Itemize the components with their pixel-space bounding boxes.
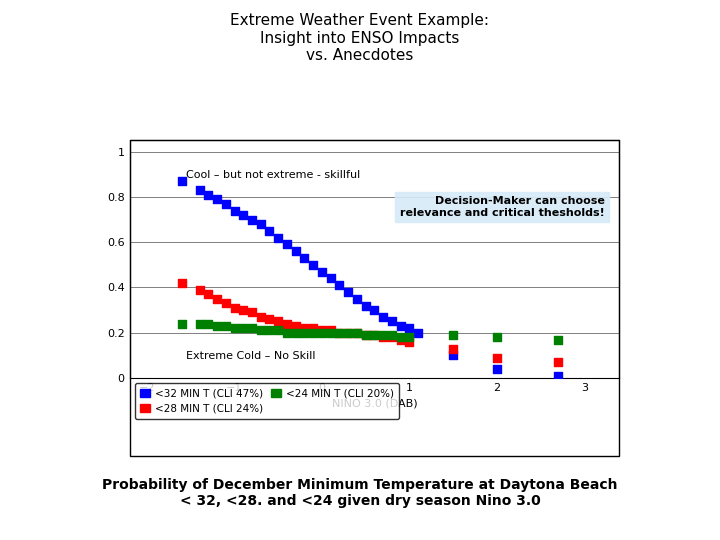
Point bbox=[316, 328, 328, 337]
Point bbox=[377, 330, 389, 339]
Legend: <32 MIN T (CLI 47%), <28 MIN T (CLI 24%), <24 MIN T (CLI 20%): <32 MIN T (CLI 47%), <28 MIN T (CLI 24%)… bbox=[135, 383, 399, 419]
Point bbox=[395, 333, 406, 342]
Point bbox=[272, 326, 284, 335]
Point bbox=[290, 247, 302, 255]
Point bbox=[282, 328, 293, 337]
Point bbox=[351, 328, 363, 337]
Point bbox=[333, 281, 345, 289]
Point bbox=[220, 322, 232, 330]
Point bbox=[404, 324, 415, 333]
Point bbox=[202, 319, 214, 328]
Point bbox=[369, 306, 380, 314]
Point bbox=[377, 313, 389, 321]
Point bbox=[211, 294, 222, 303]
Point bbox=[552, 358, 564, 367]
X-axis label: NINO 3.0 (DAB): NINO 3.0 (DAB) bbox=[332, 399, 417, 408]
Point bbox=[176, 279, 188, 287]
Point bbox=[333, 328, 345, 337]
Point bbox=[360, 330, 372, 339]
Point bbox=[299, 254, 310, 262]
Point bbox=[447, 330, 459, 339]
Point bbox=[386, 330, 397, 339]
Point bbox=[255, 220, 266, 228]
Point bbox=[325, 328, 336, 337]
Point bbox=[282, 240, 293, 249]
Point bbox=[316, 267, 328, 276]
Point bbox=[299, 324, 310, 333]
Point bbox=[194, 319, 205, 328]
Point bbox=[404, 338, 415, 346]
Point bbox=[386, 333, 397, 342]
Point bbox=[229, 206, 240, 215]
Text: Extreme Cold – No Skill: Extreme Cold – No Skill bbox=[186, 351, 316, 361]
Point bbox=[255, 313, 266, 321]
Point bbox=[386, 317, 397, 326]
Point bbox=[360, 330, 372, 339]
Point bbox=[343, 328, 354, 337]
Point bbox=[491, 353, 503, 362]
Point bbox=[307, 328, 319, 337]
Point bbox=[360, 301, 372, 310]
Point bbox=[351, 328, 363, 337]
Point bbox=[333, 328, 345, 337]
Point bbox=[246, 215, 258, 224]
Point bbox=[194, 186, 205, 194]
Point bbox=[229, 324, 240, 333]
Point bbox=[395, 335, 406, 344]
Point bbox=[238, 211, 249, 219]
Point bbox=[272, 233, 284, 242]
Point bbox=[307, 260, 319, 269]
Point bbox=[220, 199, 232, 208]
Point bbox=[447, 351, 459, 360]
Text: Decision-Maker can choose
relevance and critical thesholds!: Decision-Maker can choose relevance and … bbox=[400, 196, 605, 218]
Point bbox=[238, 324, 249, 333]
Point bbox=[202, 191, 214, 199]
Point bbox=[176, 319, 188, 328]
Point bbox=[246, 308, 258, 316]
Point bbox=[176, 177, 188, 185]
Point bbox=[316, 326, 328, 335]
Point bbox=[552, 372, 564, 380]
Point bbox=[255, 326, 266, 335]
Text: Cool – but not extreme - skillful: Cool – but not extreme - skillful bbox=[186, 170, 361, 180]
Point bbox=[325, 326, 336, 335]
Point bbox=[447, 345, 459, 353]
Point bbox=[491, 333, 503, 342]
Point bbox=[404, 333, 415, 342]
Point bbox=[229, 303, 240, 312]
Point bbox=[325, 274, 336, 283]
Point bbox=[238, 306, 249, 314]
Point bbox=[211, 322, 222, 330]
Point bbox=[282, 319, 293, 328]
Point bbox=[264, 227, 275, 235]
Point bbox=[395, 322, 406, 330]
Text: Probability of December Minimum Temperature at Daytona Beach
< 32, <28. and <24 : Probability of December Minimum Temperat… bbox=[102, 478, 618, 508]
Point bbox=[369, 330, 380, 339]
Point bbox=[264, 315, 275, 323]
Point bbox=[246, 324, 258, 333]
Point bbox=[220, 299, 232, 308]
Point bbox=[264, 326, 275, 335]
Point bbox=[290, 322, 302, 330]
Point bbox=[377, 333, 389, 342]
Point bbox=[290, 328, 302, 337]
Point bbox=[202, 290, 214, 299]
Point bbox=[491, 364, 503, 373]
Point bbox=[194, 286, 205, 294]
Point bbox=[343, 288, 354, 296]
Text: Extreme Weather Event Example:
Insight into ENSO Impacts
vs. Anecdotes: Extreme Weather Event Example: Insight i… bbox=[230, 14, 490, 63]
Point bbox=[272, 317, 284, 326]
Point bbox=[299, 328, 310, 337]
Point bbox=[552, 335, 564, 344]
Point bbox=[211, 195, 222, 204]
Point bbox=[369, 330, 380, 339]
Point bbox=[343, 328, 354, 337]
Point bbox=[307, 324, 319, 333]
Point bbox=[351, 294, 363, 303]
Point bbox=[413, 328, 424, 337]
